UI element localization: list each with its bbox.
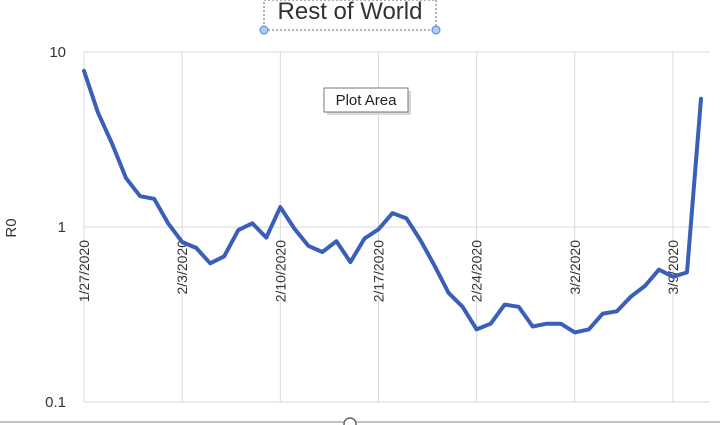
- title-handle-right[interactable]: [431, 25, 441, 35]
- x-tick-label: 2/10/2020: [272, 240, 288, 302]
- y-axis-label: R0: [3, 218, 20, 237]
- x-axis-ticks: 1/27/2020 2/3/2020 2/10/2020 2/17/2020 2/24/…: [76, 240, 681, 303]
- tooltip-box: [323, 87, 409, 113]
- series-line[interactable]: [82, 68, 703, 335]
- title-handle-left[interactable]: [259, 25, 269, 35]
- x-tick-label: 3/2/2020: [567, 240, 583, 295]
- plot-area-tooltip: Plot Area: [323, 87, 411, 115]
- x-tick-label: 3/9/2020: [665, 240, 681, 295]
- gridlines: [83, 51, 710, 403]
- title-selection-box[interactable]: [263, 0, 437, 31]
- resize-handle-bottom[interactable]: [343, 417, 357, 425]
- x-tick-label: 2/3/2020: [174, 240, 190, 295]
- y-tick-label: 10: [49, 44, 66, 61]
- chart-title[interactable]: Rest of World: [278, 0, 423, 25]
- x-tick-label: 2/17/2020: [370, 240, 386, 302]
- y-tick-label: 1: [58, 219, 66, 236]
- y-axis-ticks: 10 1 0.1: [45, 44, 66, 411]
- x-tick-label: 1/27/2020: [76, 240, 92, 302]
- y-tick-label: 0.1: [45, 394, 66, 411]
- x-tick-label: 2/24/2020: [469, 240, 485, 302]
- tooltip-label: Plot Area: [336, 92, 398, 109]
